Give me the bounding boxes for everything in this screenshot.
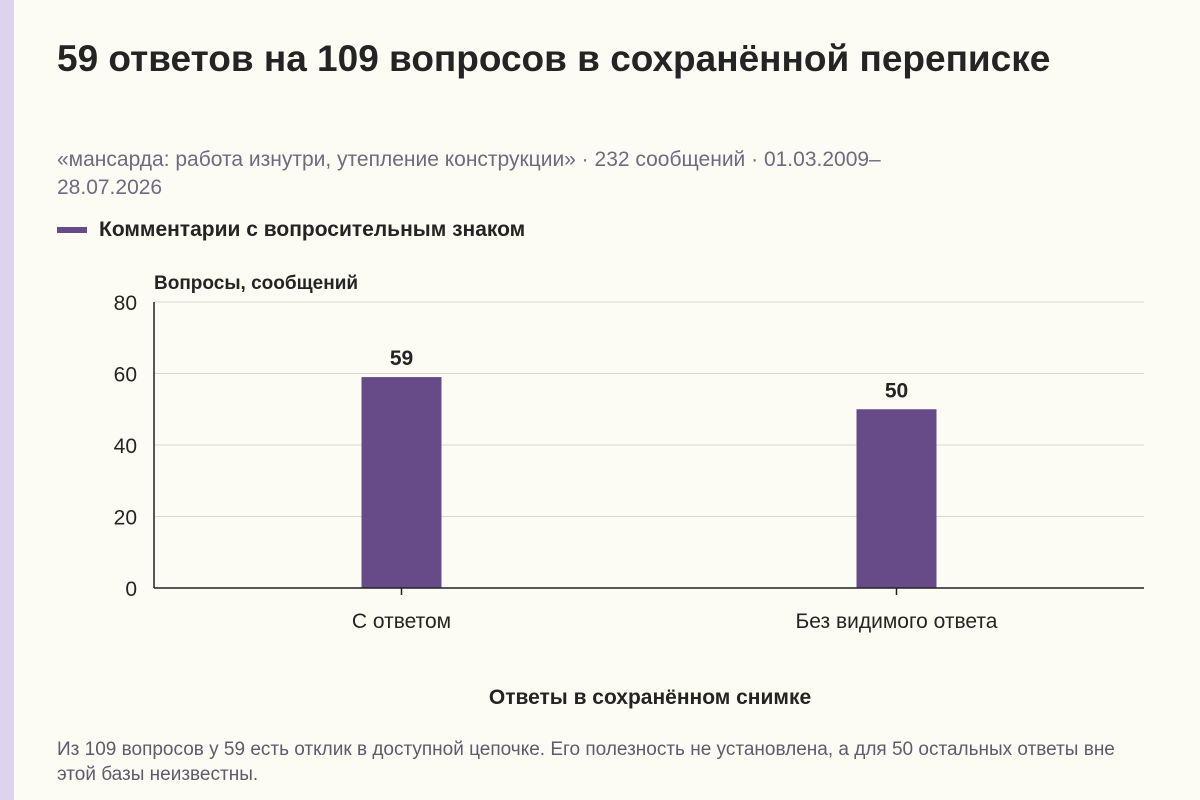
y-axis-title: Вопросы, сообщений xyxy=(154,273,359,294)
y-tick-label-20: 20 xyxy=(114,507,137,530)
chart-subtitle: «мансарда: работа изнутри, утепление кон… xyxy=(57,148,881,199)
y-tick-label-40: 40 xyxy=(114,435,137,458)
y-tick-label-80: 80 xyxy=(114,292,137,315)
x-tick-label-1: Без видимого ответа xyxy=(796,610,998,633)
grid-layer xyxy=(154,301,1144,517)
data-label-0: 59 xyxy=(390,347,413,370)
legend-label: Комментарии с вопросительным знаком xyxy=(99,218,526,241)
bar-layer xyxy=(361,377,937,588)
x-tick-label-0: С ответом xyxy=(352,610,451,633)
x-axis-title: Ответы в сохранённом снимке xyxy=(488,686,812,709)
legend-swatch xyxy=(57,227,87,233)
y-tick-label-0: 0 xyxy=(125,578,137,601)
data-label-1: 50 xyxy=(885,379,908,402)
legend: Комментарии с вопросительным знаком xyxy=(57,218,525,242)
bar-1 xyxy=(856,409,937,588)
bar-0 xyxy=(361,377,442,588)
chart-title: 59 ответов на 109 вопросов в сохранённой… xyxy=(57,38,1051,79)
axis-layer xyxy=(153,302,1144,595)
label-layer: 0 20 40 60 80 59 С ответом 50 Без видимого ответ… xyxy=(114,292,998,633)
footnote: Из 109 вопросов у 59 есть отклик в досту… xyxy=(57,739,1115,785)
left-accent-strip xyxy=(0,0,14,800)
y-tick-label-60: 60 xyxy=(114,364,137,387)
